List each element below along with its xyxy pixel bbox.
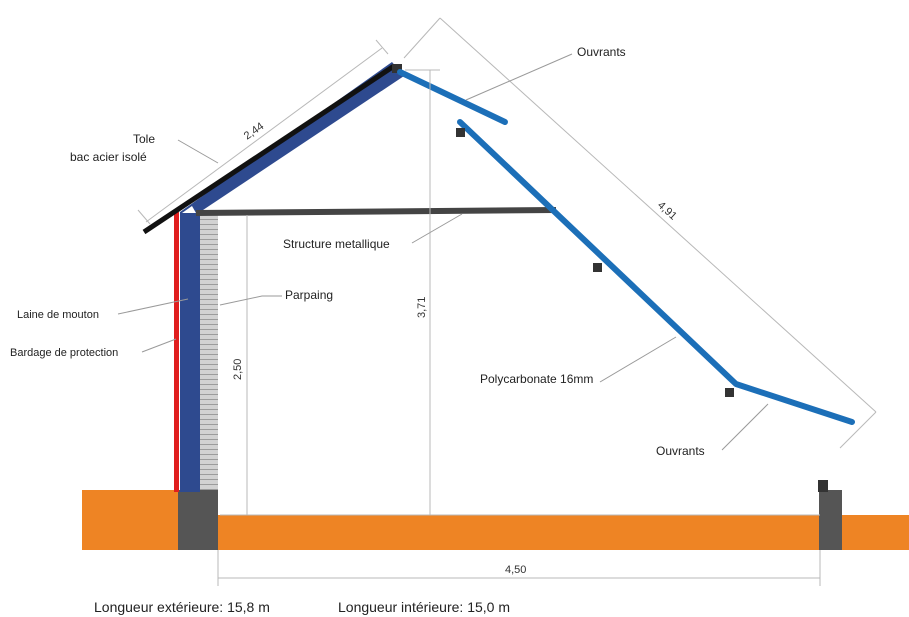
label-polycarbonate: Polycarbonate 16mm — [480, 372, 593, 386]
glazing-top-vent — [400, 72, 505, 122]
ground-floor — [182, 515, 909, 550]
dim-floor-width: 4,50 — [505, 564, 526, 576]
label-ouvrants-bottom: Ouvrants — [656, 444, 705, 458]
support-square — [593, 263, 602, 272]
dim-wall-height: 2,50 — [232, 359, 244, 380]
leader-polycarbonate — [600, 337, 676, 382]
leader-structure — [412, 214, 462, 243]
foundation-right — [819, 490, 842, 550]
dim-tick — [138, 210, 150, 224]
label-tole-subtitle: bac acier isolé — [70, 150, 147, 164]
roof-dimension-line — [146, 48, 382, 222]
label-tole: Tole — [133, 132, 155, 146]
breeze-block-wall — [200, 212, 218, 490]
footer-interior-length: Longueur intérieure: 15,0 m — [338, 599, 510, 615]
post-right — [818, 480, 828, 492]
footer-exterior-length: Longueur extérieure: 15,8 m — [94, 599, 270, 615]
leader-bardage — [142, 339, 176, 352]
label-parpaing: Parpaing — [285, 288, 333, 302]
dim-tick — [404, 18, 440, 58]
label-ouvrants-top: Ouvrants — [577, 45, 626, 59]
label-structure: Structure metallique — [283, 237, 390, 251]
ground-left — [82, 490, 182, 550]
foundation-left — [178, 490, 218, 550]
glazing-dimension-line — [440, 18, 876, 412]
dim-roof-length: 2,44 — [242, 120, 266, 142]
dim-tick — [376, 40, 388, 54]
leader-parpaing — [220, 296, 282, 305]
steel-beam — [196, 210, 556, 213]
label-bardage: Bardage de protection — [10, 347, 118, 359]
wool-insulation-layer — [180, 212, 200, 492]
label-laine: Laine de mouton — [17, 309, 99, 321]
support-square — [725, 388, 734, 397]
leader-ouvrants-bottom — [722, 404, 768, 450]
support-square — [456, 128, 465, 137]
dim-ridge-height: 3,71 — [416, 297, 428, 318]
dim-glazing-length: 4,91 — [655, 199, 679, 222]
cladding-layer — [174, 212, 179, 492]
leader-ouvrants-top — [466, 54, 572, 100]
roof-steel-sheet — [144, 66, 394, 232]
leader-tole — [178, 140, 218, 163]
